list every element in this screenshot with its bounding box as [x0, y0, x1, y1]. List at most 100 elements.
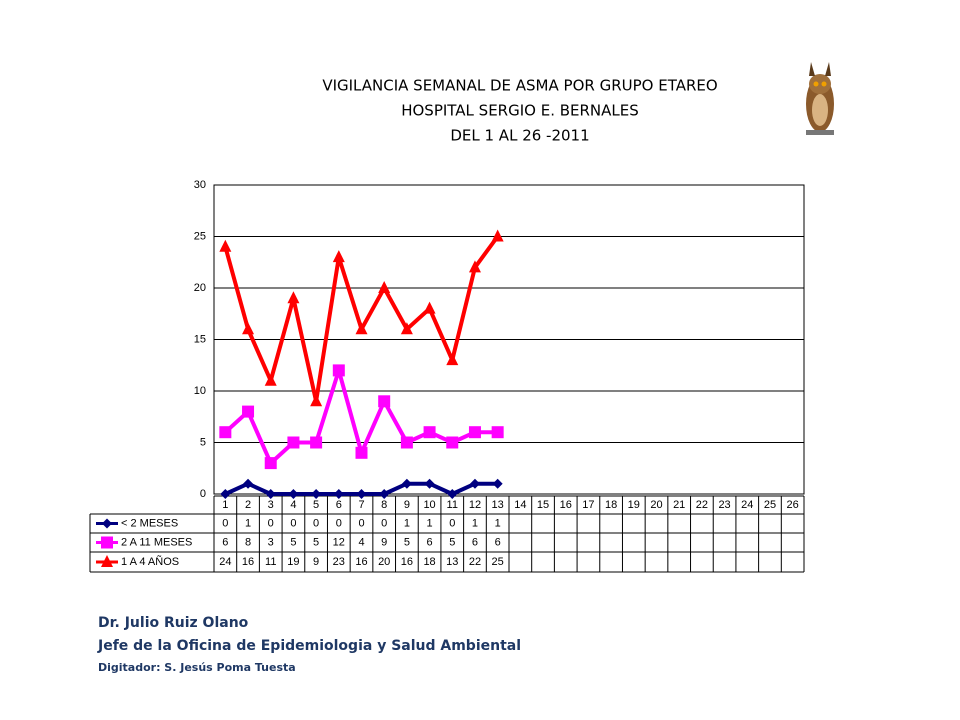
x-tick-label: 21: [673, 499, 685, 511]
x-tick-label: 6: [336, 499, 342, 511]
x-tick-label: 20: [650, 499, 662, 511]
title-line: DEL 1 AL 26 -2011: [450, 127, 589, 145]
table-value: 1: [472, 517, 478, 529]
table-value: 6: [495, 536, 501, 548]
table-value: 1: [404, 517, 410, 529]
x-tick-label: 15: [537, 499, 549, 511]
y-tick-label: 15: [194, 333, 206, 345]
title-line: VIGILANCIA SEMANAL DE ASMA POR GRUPO ETA…: [322, 77, 717, 95]
title-line: HOSPITAL SERGIO E. BERNALES: [401, 102, 639, 120]
table-value: 22: [469, 556, 481, 568]
data-point: [378, 281, 391, 293]
table-value: 6: [427, 536, 433, 548]
table-value: 0: [313, 517, 319, 529]
data-point: [378, 395, 391, 408]
x-tick-label: 12: [469, 499, 481, 511]
x-tick-label: 3: [268, 499, 274, 511]
x-tick-label: 17: [582, 499, 594, 511]
footer-digitizer: Digitador: S. Jesús Poma Tuesta: [98, 661, 296, 674]
table-value: 5: [449, 536, 455, 548]
data-point: [468, 426, 481, 439]
x-tick-label: 25: [764, 499, 776, 511]
x-tick-label: 18: [605, 499, 617, 511]
x-tick-label: 13: [492, 499, 504, 511]
table-value: 0: [290, 517, 296, 529]
table-value: 9: [313, 556, 319, 568]
x-tick-label: 11: [447, 499, 458, 511]
y-tick-label: 25: [194, 230, 206, 242]
table-value: 6: [222, 536, 228, 548]
data-point: [311, 489, 322, 499]
table-value: 4: [358, 536, 364, 548]
data-point: [400, 322, 413, 335]
y-tick-label: 0: [200, 488, 206, 500]
data-point: [447, 489, 458, 499]
data-point: [491, 426, 504, 439]
legend-label: 2 A 11 MESES: [121, 536, 192, 548]
data-point: [219, 426, 232, 439]
table-value: 20: [378, 556, 390, 568]
data-point: [424, 478, 435, 489]
y-tick-label: 10: [194, 385, 206, 397]
data-point: [356, 489, 367, 499]
table-value: 0: [381, 517, 387, 529]
footer-author: Dr. Julio Ruiz Olano: [98, 615, 249, 631]
data-point: [310, 394, 323, 407]
data-point: [242, 405, 255, 418]
data-point: [264, 373, 277, 386]
x-tick-label: 26: [787, 499, 799, 511]
legend-marker: [101, 536, 113, 549]
table-value: 3: [268, 536, 274, 548]
y-tick-label: 30: [194, 179, 206, 191]
x-tick-label: 22: [696, 499, 708, 511]
data-point: [379, 489, 390, 499]
x-tick-label: 24: [741, 499, 753, 511]
table-value: 16: [242, 556, 254, 568]
data-point: [423, 426, 436, 439]
series-line: [223, 235, 500, 404]
data-point: [400, 436, 413, 449]
table-value: 13: [446, 556, 458, 568]
data-point: [220, 489, 231, 499]
data-point: [491, 229, 504, 242]
data-point: [243, 478, 254, 489]
table-value: 24: [219, 556, 231, 568]
legend-marker: [102, 518, 112, 529]
x-tick-label: 7: [358, 499, 364, 511]
data-point: [401, 478, 412, 489]
table-value: 0: [358, 517, 364, 529]
legend-marker: [101, 555, 113, 567]
data-point: [423, 301, 436, 314]
data-point: [264, 457, 277, 470]
y-tick-label: 20: [194, 282, 206, 294]
data-point: [332, 250, 345, 263]
footer-role: Jefe de la Oficina de Epidemiologia y Sa…: [97, 638, 521, 654]
table-value: 1: [427, 517, 433, 529]
table-value: 1: [495, 517, 501, 529]
data-point: [265, 489, 276, 499]
data-point: [469, 478, 480, 489]
x-tick-label: 1: [222, 499, 228, 511]
table-value: 5: [313, 536, 319, 548]
data-point: [333, 489, 344, 499]
legend-label: 1 A 4 AÑOS: [121, 555, 179, 568]
table-value: 0: [268, 517, 274, 529]
data-point: [468, 260, 481, 273]
table-value: 19: [287, 556, 299, 568]
table-value: 5: [290, 536, 296, 548]
data-point: [219, 239, 232, 252]
data-point: [355, 322, 368, 335]
table-value: 6: [472, 536, 478, 548]
y-tick-label: 5: [200, 436, 206, 448]
x-tick-label: 5: [313, 499, 319, 511]
table-value: 23: [333, 556, 345, 568]
legend-label: < 2 MESES: [121, 517, 178, 529]
data-point: [446, 353, 459, 366]
x-tick-label: 14: [514, 499, 526, 511]
x-tick-label: 10: [423, 499, 435, 511]
table-value: 0: [222, 517, 228, 529]
x-tick-label: 2: [245, 499, 251, 511]
data-point: [242, 322, 255, 335]
